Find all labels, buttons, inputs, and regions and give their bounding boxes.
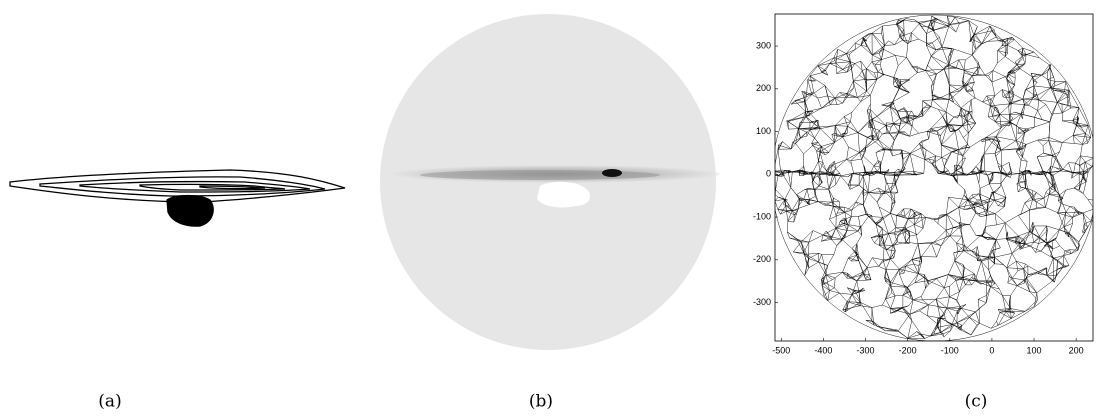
caption: (b) bbox=[529, 392, 553, 412]
y-tick-label: 300 bbox=[756, 40, 771, 50]
x-tick-label: -400 bbox=[814, 345, 832, 355]
x-tick-label: 100 bbox=[1027, 345, 1042, 355]
x-tick-label: 200 bbox=[1069, 345, 1084, 355]
y-tick-label: -100 bbox=[753, 211, 771, 221]
caption: (c) bbox=[965, 392, 988, 412]
x-tick-label: -300 bbox=[857, 345, 875, 355]
caption: (a) bbox=[98, 392, 121, 412]
x-tick-label: 0 bbox=[989, 345, 994, 355]
panel-a bbox=[10, 170, 345, 226]
y-tick-label: -200 bbox=[753, 254, 771, 264]
mesh bbox=[772, 15, 1096, 341]
y-tick-label: 200 bbox=[756, 83, 771, 93]
x-tick-label: -500 bbox=[772, 345, 790, 355]
mesh-edges bbox=[773, 16, 1096, 339]
x-tick-label: -100 bbox=[941, 345, 959, 355]
y-tick-label: 0 bbox=[766, 169, 771, 179]
y-tick-label: 100 bbox=[756, 126, 771, 136]
y-tick-label: -300 bbox=[753, 297, 771, 307]
panel-b bbox=[380, 14, 720, 350]
figure: -500 -400 -300 -200 -100 0 100 200 -300 -200 -100 0… bbox=[0, 0, 1096, 419]
x-tick-label: -200 bbox=[899, 345, 917, 355]
